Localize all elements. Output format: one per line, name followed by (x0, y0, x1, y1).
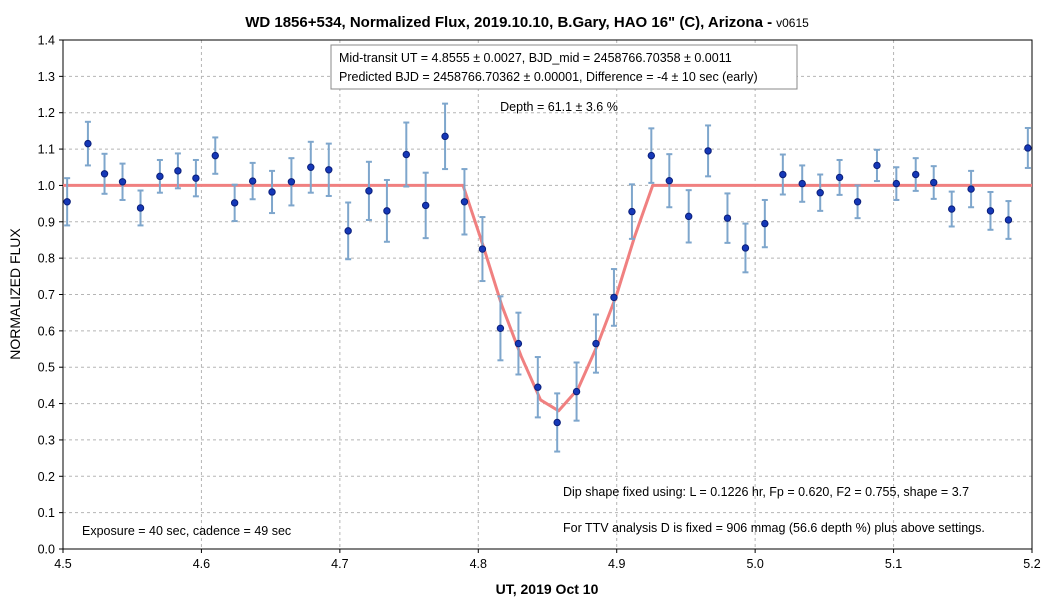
data-point (136, 204, 145, 212)
ttv-note: For TTV analysis D is fixed = 906 mmag (… (563, 521, 985, 535)
y-tick-label: 0.6 (38, 324, 55, 338)
data-point (967, 185, 975, 193)
y-tick-label: 0.8 (38, 252, 55, 266)
data-point (704, 147, 712, 155)
chart-title-main: WD 1856+534, Normalized Flux, 2019.10.10… (245, 14, 772, 31)
x-tick-labels: 4.5 4.6 4.7 4.8 4.9 5.0 5.1 5.2 (54, 557, 1040, 571)
data-point (873, 161, 881, 170)
x-tick-label: 4.7 (331, 557, 348, 571)
x-tick-label: 4.6 (193, 557, 210, 571)
y-tick-label: 1.1 (38, 143, 55, 157)
data-point (779, 170, 787, 179)
data-point (986, 207, 995, 215)
data-point (325, 166, 333, 174)
data-point (948, 205, 956, 213)
data-point (460, 198, 469, 206)
data-point (344, 227, 352, 235)
transit-info-line1: Mid-transit UT = 4.8555 ± 0.0027, BJD_mi… (339, 51, 732, 65)
data-point (248, 177, 257, 185)
data-point (365, 187, 373, 195)
data-point (741, 244, 750, 252)
data-point (665, 177, 674, 185)
data-point (930, 178, 938, 187)
data-point (383, 207, 391, 215)
x-axis-label: UT, 2019 Oct 10 (496, 581, 599, 597)
data-point (1004, 216, 1013, 224)
data-point (816, 189, 824, 197)
data-point (307, 163, 315, 171)
x-tick-label: 4.8 (470, 557, 487, 571)
transit-info-box (330, 44, 798, 90)
chart-title-suffix: v0615 (776, 16, 809, 30)
data-point (84, 139, 92, 148)
exposure-note: Exposure = 40 sec, cadence = 49 sec (82, 524, 291, 538)
x-tick-label: 5.2 (1023, 557, 1040, 571)
y-tick-label: 0.2 (38, 470, 55, 484)
data-point (230, 199, 239, 207)
depth-label: Depth = 61.1 ± 3.6 % (500, 100, 618, 114)
data-point (572, 387, 581, 396)
data-point (211, 151, 219, 160)
y-tick-label: 1.3 (38, 70, 55, 84)
y-tick-label: 0.7 (38, 288, 55, 302)
data-point (684, 212, 693, 221)
dip-shape-note: Dip shape fixed using: L = 0.1226 hr, Fp… (563, 485, 969, 499)
data-point (892, 179, 901, 188)
data-point (421, 201, 430, 210)
y-axis-label: NORMALIZED FLUX (7, 228, 23, 360)
data-point (496, 324, 505, 333)
x-tick-label: 5.1 (885, 557, 902, 571)
chart-title: WD 1856+534, Normalized Flux, 2019.10.10… (245, 14, 809, 31)
point-layer (63, 132, 1032, 427)
y-tick-labels: 0.0 0.1 0.2 0.3 0.4 0.5 0.6 0.7 0.8 0.9 1.0 1.1 1.2 1… (38, 34, 55, 557)
data-point (100, 170, 109, 178)
data-point (853, 198, 862, 206)
data-point (534, 383, 542, 391)
y-tick-label: 1.4 (38, 34, 55, 48)
data-point (723, 214, 732, 222)
x-tick-label: 4.5 (54, 557, 71, 571)
y-tick-label: 1.2 (38, 106, 55, 120)
data-point (553, 418, 561, 427)
data-point (478, 245, 487, 253)
data-point (156, 172, 164, 181)
data-point (835, 173, 844, 182)
y-tick-label: 0.4 (38, 397, 55, 411)
data-point (647, 151, 656, 160)
x-tick-label: 4.9 (608, 557, 625, 571)
data-point (514, 339, 523, 348)
y-tick-label: 1.0 (38, 179, 55, 193)
data-point (402, 150, 411, 159)
data-point (610, 293, 618, 302)
y-tick-label: 0.9 (38, 215, 55, 229)
y-tick-label: 0.5 (38, 361, 55, 375)
data-point (628, 207, 636, 216)
data-point (1024, 144, 1032, 152)
data-point (761, 219, 769, 228)
y-tick-label: 0.3 (38, 433, 55, 447)
data-point (192, 174, 200, 182)
data-point (287, 178, 296, 186)
x-tick-label: 5.0 (746, 557, 763, 571)
data-point (441, 132, 449, 141)
y-tick-label: 0.1 (38, 506, 55, 520)
data-point (174, 167, 182, 175)
y-tick-label: 0.0 (38, 543, 55, 557)
plot-area-frame (62, 39, 1033, 550)
data-point (63, 198, 71, 206)
data-point (268, 188, 276, 196)
data-point (592, 339, 600, 348)
data-point (118, 178, 127, 186)
data-point (912, 170, 920, 179)
transit-info-line2: Predicted BJD = 2458766.70362 ± 0.00001,… (339, 70, 758, 84)
data-point (798, 179, 806, 188)
